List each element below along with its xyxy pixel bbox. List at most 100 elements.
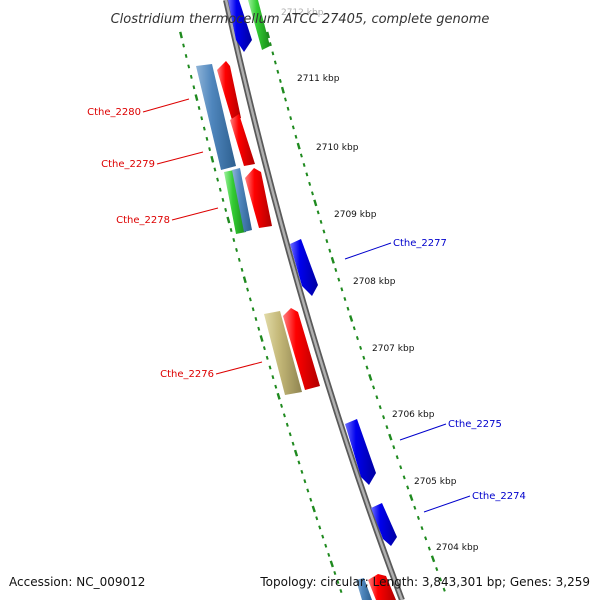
tick-mark bbox=[372, 385, 376, 390]
accession-text: Accession: NC_009012 bbox=[9, 575, 145, 589]
tick-mark bbox=[330, 256, 335, 264]
gene-block-cthe-2275[interactable] bbox=[345, 419, 376, 485]
tick-mark bbox=[362, 355, 366, 360]
tick-mark bbox=[218, 187, 222, 192]
tick-mark bbox=[276, 392, 281, 400]
tick-mark bbox=[294, 134, 298, 139]
kbp-label-2704: 2704 kbp bbox=[436, 543, 479, 553]
tick-mark bbox=[291, 441, 295, 446]
kbp-label-2708: 2708 kbp bbox=[353, 277, 396, 287]
gene-label-cthe-2274[interactable]: Cthe_2274 bbox=[472, 491, 526, 502]
map-title: Clostridium thermocellum ATCC 27405, com… bbox=[111, 12, 490, 27]
ruler-labels: 2712 kbp 2711 kbp 2710 kbp 2709 kbp 2708… bbox=[281, 8, 479, 553]
kbp-label-2707: 2707 kbp bbox=[372, 344, 415, 354]
tick-mark bbox=[282, 413, 286, 418]
tick-mark bbox=[194, 94, 199, 102]
tick-mark bbox=[235, 247, 238, 252]
gene-label-cthe-2277[interactable]: Cthe_2277 bbox=[393, 238, 447, 249]
gene-block-cthe-2277[interactable] bbox=[290, 239, 318, 296]
gene-features bbox=[196, 0, 396, 600]
tick-mark bbox=[318, 525, 322, 530]
tick-mark bbox=[265, 355, 269, 360]
tick-mark bbox=[375, 395, 379, 400]
gene-label-cthe-2279[interactable]: Cthe_2279 bbox=[101, 159, 155, 170]
tick-mark bbox=[378, 405, 382, 410]
tick-mark bbox=[237, 257, 241, 262]
tick-mark bbox=[313, 199, 318, 207]
tick-mark bbox=[328, 248, 332, 253]
tick-mark bbox=[416, 515, 420, 520]
genome-summary-text: Topology: circular; Length: 3,843,301 bp… bbox=[259, 575, 590, 589]
tick-mark bbox=[182, 43, 185, 48]
tick-mark bbox=[187, 64, 191, 69]
gene-label-cthe-2280[interactable]: Cthe_2280 bbox=[87, 107, 141, 118]
tick-mark bbox=[205, 136, 209, 141]
tick-mark bbox=[382, 415, 386, 420]
gene-block-bottom-steel[interactable] bbox=[356, 578, 372, 600]
tick-mark bbox=[297, 460, 301, 465]
tick-mark bbox=[337, 277, 341, 282]
tick-mark bbox=[306, 488, 310, 493]
tick-mark bbox=[291, 125, 295, 130]
tick-mark bbox=[179, 31, 183, 39]
tick-mark bbox=[221, 197, 225, 202]
tick-mark bbox=[424, 536, 428, 541]
tick-mark bbox=[197, 105, 201, 110]
gene-block-cthe-2278-forward[interactable] bbox=[245, 168, 272, 228]
gene-block-cthe-2274[interactable] bbox=[371, 503, 397, 546]
tick-mark bbox=[232, 237, 236, 242]
tick-mark bbox=[278, 78, 282, 83]
gene-block-bottom-red[interactable] bbox=[368, 574, 396, 600]
gene-block-cthe-2280-forward[interactable] bbox=[217, 61, 241, 120]
tick-mark bbox=[333, 570, 337, 576]
tick-mark bbox=[427, 546, 431, 551]
gene-block-top-green[interactable] bbox=[248, 0, 270, 50]
tick-mark bbox=[413, 505, 417, 510]
gene-block-cthe-2276[interactable] bbox=[264, 311, 302, 395]
tick-mark bbox=[352, 326, 356, 331]
tick-mark bbox=[336, 579, 340, 585]
kbp-label-2710: 2710 kbp bbox=[316, 143, 359, 153]
tick-mark bbox=[299, 153, 303, 158]
tick-mark bbox=[346, 306, 350, 311]
gene-block-cthe-2279[interactable] bbox=[230, 114, 255, 166]
tick-mark bbox=[302, 162, 306, 167]
tick-mark bbox=[324, 543, 328, 548]
tick-mark bbox=[268, 42, 272, 47]
tick-mark bbox=[242, 276, 247, 284]
gene-label-cthe-2275[interactable]: Cthe_2275 bbox=[448, 419, 502, 430]
tick-mark bbox=[406, 485, 410, 490]
gene-block-cthe-2276-forward[interactable] bbox=[283, 308, 320, 390]
tick-mark bbox=[348, 315, 354, 322]
tick-mark bbox=[268, 365, 272, 370]
tick-mark bbox=[430, 555, 436, 563]
tick-mark bbox=[308, 181, 312, 186]
gene-block-top-blue[interactable] bbox=[228, 0, 252, 52]
tick-mark bbox=[334, 267, 338, 272]
kbp-label-2711: 2711 kbp bbox=[297, 74, 340, 84]
tick-mark bbox=[388, 433, 393, 441]
gene-label-cthe-2276[interactable]: Cthe_2276 bbox=[160, 369, 214, 380]
tick-mark bbox=[192, 85, 196, 90]
gene-label-cthe-2278[interactable]: Cthe_2278 bbox=[116, 215, 170, 226]
tick-mark bbox=[216, 177, 220, 182]
gene-block-cthe-2278-green[interactable] bbox=[224, 170, 246, 234]
backbone bbox=[223, 0, 405, 600]
tick-mark bbox=[420, 526, 424, 531]
tick-mark bbox=[251, 307, 255, 312]
tick-mark bbox=[202, 126, 206, 131]
tick-mark bbox=[293, 449, 299, 457]
tick-mark bbox=[359, 345, 363, 350]
gene-block-cthe-2280[interactable] bbox=[196, 64, 236, 170]
tick-mark bbox=[273, 60, 277, 65]
tick-mark bbox=[246, 287, 250, 292]
tick-mark bbox=[254, 316, 258, 322]
tick-mark bbox=[208, 147, 212, 152]
tick-mark bbox=[280, 403, 283, 408]
gene-block-cthe-2278-steel[interactable] bbox=[232, 168, 252, 232]
tick-mark bbox=[266, 31, 270, 39]
tick-mark bbox=[319, 219, 323, 224]
tick-mark bbox=[259, 335, 264, 342]
tick-mark bbox=[355, 336, 359, 341]
